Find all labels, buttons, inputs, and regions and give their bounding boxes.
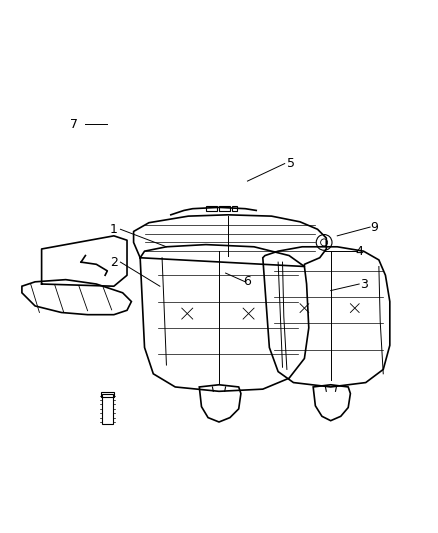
- Text: 2: 2: [110, 256, 118, 269]
- Text: 5: 5: [287, 157, 295, 170]
- Text: 9: 9: [371, 221, 378, 233]
- Bar: [102, 393, 113, 424]
- Bar: [100, 392, 114, 397]
- Text: 6: 6: [244, 276, 251, 288]
- Bar: [219, 206, 230, 211]
- Bar: [232, 206, 237, 211]
- Text: 7: 7: [71, 118, 78, 131]
- Bar: [206, 206, 217, 211]
- Text: 1: 1: [110, 223, 118, 236]
- Text: 4: 4: [355, 245, 363, 257]
- Text: 3: 3: [360, 278, 367, 290]
